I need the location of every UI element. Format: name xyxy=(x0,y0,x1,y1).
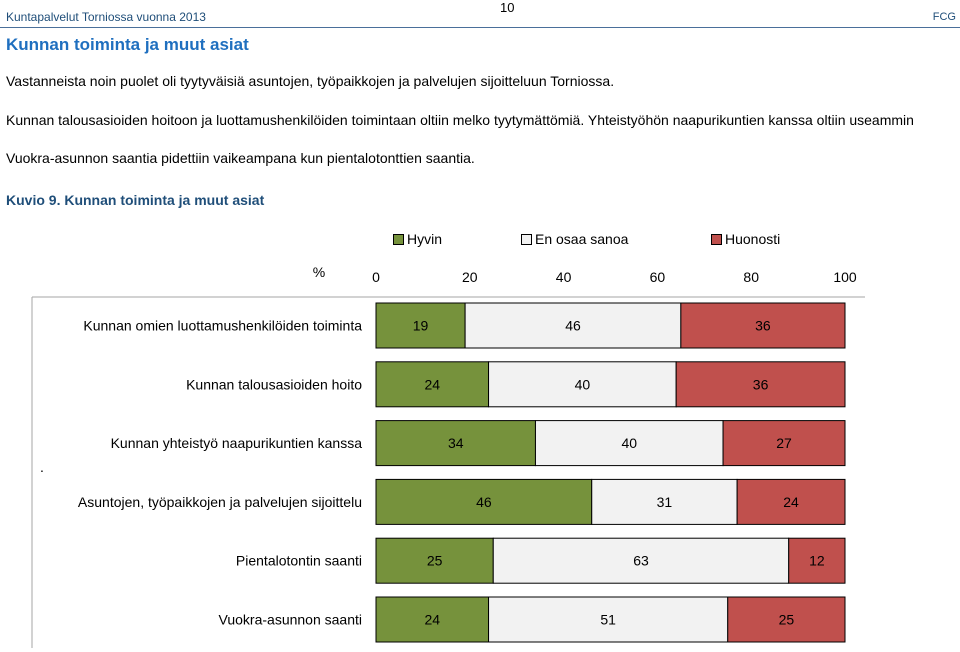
body-paragraph: Vastanneista noin puolet oli tyytyväisiä… xyxy=(6,73,615,89)
legend-swatch xyxy=(393,233,404,245)
bar-segment xyxy=(736,478,846,525)
x-tick-label: 80 xyxy=(743,269,759,285)
bar-segment xyxy=(488,596,729,643)
figure-caption: Kuvio 9. Kunnan toiminta ja muut asiat xyxy=(6,192,265,208)
category-label: Pientalotontin saanti xyxy=(236,553,362,569)
x-tick-label: 0 xyxy=(372,269,380,285)
legend-item-huonosti: Huonosti xyxy=(711,231,780,247)
category-label: Asuntojen, työpaikkojen ja palvelujen si… xyxy=(78,494,362,510)
data-label: 46 xyxy=(565,318,581,334)
bar-segment xyxy=(722,420,846,467)
legend-swatch xyxy=(521,233,532,245)
bar-segment xyxy=(375,596,490,643)
category-label: Vuokra-asunnon saanti xyxy=(219,612,362,628)
page-number: 10 xyxy=(500,0,515,15)
legend-label: Huonosti xyxy=(725,231,781,247)
data-label: 25 xyxy=(427,553,443,569)
bar-segment xyxy=(375,361,490,408)
bar-segment xyxy=(680,302,846,349)
document-header-title: Kuntapalvelut Torniossa vuonna 2013 xyxy=(6,10,206,24)
document-header-brand: FCG xyxy=(932,11,956,23)
data-label: 25 xyxy=(779,612,795,628)
data-label: 46 xyxy=(476,494,492,510)
data-label: 36 xyxy=(753,376,769,392)
data-label: 19 xyxy=(413,318,429,334)
legend-item-en-osaa-sanoa: En osaa sanoa xyxy=(521,231,628,247)
data-label: 40 xyxy=(621,435,637,451)
data-label: 51 xyxy=(600,612,616,628)
data-label: 12 xyxy=(809,553,825,569)
data-label: 27 xyxy=(776,435,792,451)
section-title: Kunnan toiminta ja muut asiat xyxy=(6,35,249,54)
x-tick-label: 40 xyxy=(556,269,572,285)
legend-item-hyvin: Hyvin xyxy=(393,231,442,247)
category-label: Kunnan omien luottamushenkilöiden toimin… xyxy=(83,318,362,334)
bar-segment xyxy=(375,302,466,349)
bar-segment xyxy=(534,420,724,467)
data-label: 40 xyxy=(575,376,591,392)
legend-swatch xyxy=(711,233,722,245)
data-label: 24 xyxy=(424,376,440,392)
data-label: 24 xyxy=(424,612,440,628)
body-paragraph: Vuokra-asunnon saantia pidettiin vaikeam… xyxy=(6,150,475,166)
data-label: 63 xyxy=(633,553,649,569)
bar-segment xyxy=(488,361,677,408)
header-divider xyxy=(0,27,960,28)
body-paragraph: Kunnan talousasioiden hoitoon ja luottam… xyxy=(6,112,914,128)
bar-segment xyxy=(727,596,846,643)
bar-segment xyxy=(675,361,846,408)
data-label: 36 xyxy=(755,318,771,334)
stray-mark: . xyxy=(40,459,44,475)
x-tick-label: 60 xyxy=(650,269,666,285)
legend-label: En osaa sanoa xyxy=(535,231,629,247)
bar-segment xyxy=(375,420,536,467)
bar-segment xyxy=(788,537,846,584)
bar-segment xyxy=(375,537,494,584)
x-tick-label: 20 xyxy=(462,269,478,285)
x-tick-label: 100 xyxy=(833,269,857,285)
category-label: Kunnan yhteistyö naapurikuntien kanssa xyxy=(111,435,363,451)
data-label: 31 xyxy=(657,494,673,510)
category-label: Kunnan talousasioiden hoito xyxy=(186,376,362,392)
axis-unit-label: % xyxy=(313,264,325,280)
data-label: 34 xyxy=(448,435,464,451)
data-label: 24 xyxy=(783,494,799,510)
bar-segment xyxy=(492,537,790,584)
legend-label: Hyvin xyxy=(407,231,443,247)
